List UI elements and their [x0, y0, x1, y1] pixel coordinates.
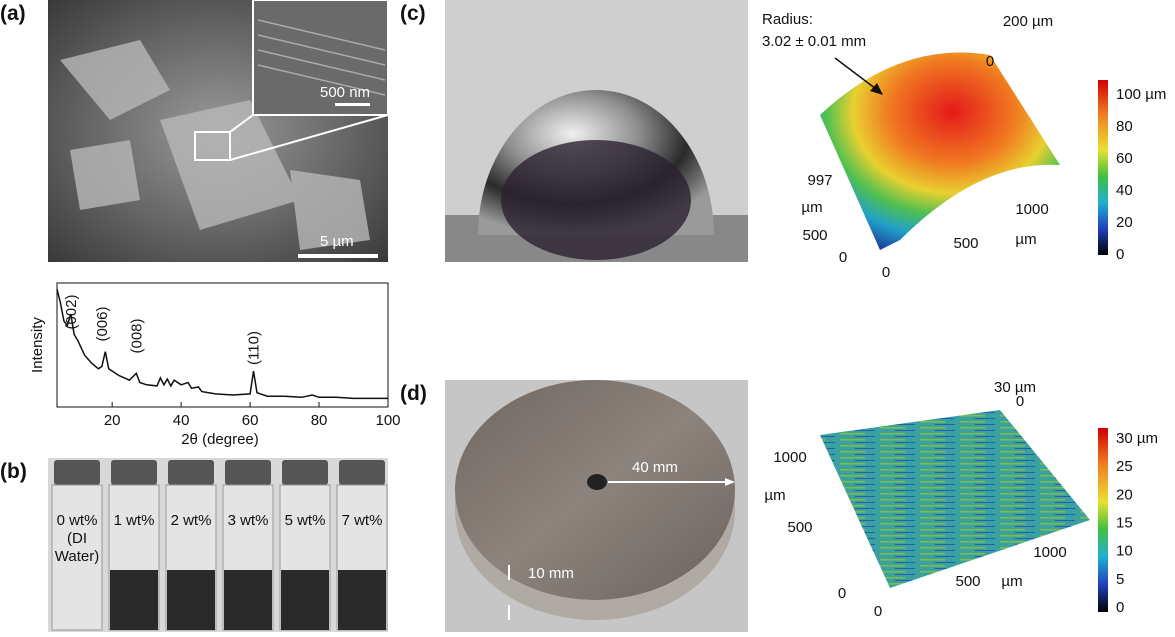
x-tick-label: 20: [104, 412, 121, 429]
colorbar-label: 100 µm: [1116, 86, 1166, 103]
x-tick-label: 100: [375, 412, 400, 429]
colorbar-label: 25: [1116, 458, 1133, 475]
figure: (a) (b) (c) (d) 500 nm 5 µm 20406080100(…: [0, 0, 1175, 632]
liquid: [224, 570, 272, 630]
disc: [455, 380, 735, 600]
x-tick-label: 80: [311, 412, 328, 429]
colorbar-label: 80: [1116, 118, 1133, 135]
x-axis-label: 2θ (degree): [181, 431, 259, 448]
colorbar-label: 5: [1116, 571, 1124, 588]
colorbar-label: 15: [1116, 515, 1133, 532]
vial-cap: [339, 460, 385, 485]
peak-label: (008): [128, 318, 145, 353]
panel-label: (c): [400, 2, 426, 25]
vial-cap: [168, 460, 214, 485]
axis-label: 1000: [773, 449, 806, 466]
peak-label: (110): [246, 331, 263, 365]
annotation: 3.02 ± 0.01 mm: [762, 33, 866, 50]
y-axis-label: Intensity: [29, 317, 46, 373]
vial-label: 1 wt%: [114, 512, 155, 529]
vial-cap: [282, 460, 328, 485]
colorbar-label: 10: [1116, 543, 1133, 560]
vial-label: 0 wt%: [57, 512, 98, 529]
axis-label: 0: [1016, 393, 1024, 410]
reflection: [501, 140, 691, 260]
axis-label: µm: [801, 199, 822, 216]
colorbar-label: 0: [1116, 246, 1124, 263]
axis-label: 0: [839, 249, 847, 266]
scale-bar: [335, 103, 370, 106]
colorbar-label: 20: [1116, 486, 1133, 503]
vial-label: 3 wt%: [228, 512, 269, 529]
colorbar: [1098, 80, 1108, 255]
vial-label: (DI: [67, 530, 87, 547]
annotation: Radius:: [762, 11, 813, 28]
peak-label: (002): [63, 294, 80, 329]
axis-label: 1000: [1033, 544, 1066, 561]
axis-label: 0: [838, 585, 846, 602]
axis-label: 0: [882, 264, 890, 281]
panel-label: (b): [0, 460, 27, 483]
vial-cap: [225, 460, 271, 485]
axis-label: 997: [807, 172, 832, 189]
colorbar-label: 20: [1116, 214, 1133, 231]
liquid: [338, 570, 386, 630]
scale-label: 500 nm: [320, 84, 370, 101]
vial-label: Water): [55, 548, 99, 565]
xrd-chart: 20 40 60 80 100 (002) (006) (008) (110): [57, 283, 401, 429]
scale-label: 5 µm: [320, 233, 354, 250]
colorbar-label: 60: [1116, 150, 1133, 167]
colorbar-labels: 30 µm 25 20 15 10 5 0: [1116, 430, 1158, 616]
colorbar-label: 30 µm: [1116, 430, 1158, 447]
colorbar-label: 40: [1116, 182, 1133, 199]
liquid: [167, 570, 215, 630]
x-tick-label: 60: [242, 412, 259, 429]
colorbar-label: 0: [1116, 599, 1124, 616]
vial-label: 2 wt%: [171, 512, 212, 529]
dimension-label: 10 mm: [528, 565, 574, 582]
axis-label: 0: [986, 53, 994, 70]
axis-label: µm: [1015, 231, 1036, 248]
axis-label: µm: [1001, 573, 1022, 590]
surface-map: [820, 53, 1060, 251]
peak-label: (006): [94, 306, 111, 341]
plot-frame: [57, 283, 388, 407]
axis-label: 500: [787, 519, 812, 536]
disc-hole: [587, 474, 607, 490]
x-tick-label: 40: [173, 412, 190, 429]
liquid: [281, 570, 329, 630]
axis-label: 500: [955, 573, 980, 590]
axis-label: 0: [874, 603, 882, 620]
colorbar: [1098, 428, 1108, 612]
axis-label: 500: [802, 227, 827, 244]
axis-label: µm: [764, 487, 785, 504]
vial-label: 7 wt%: [342, 512, 383, 529]
liquid: [110, 570, 158, 630]
xrd-line: [57, 289, 388, 398]
panel-label: (d): [400, 382, 427, 405]
axis-label: 200 µm: [1003, 13, 1053, 30]
vial-label: 5 wt%: [285, 512, 326, 529]
vial-cap: [54, 460, 100, 485]
roughness-map: [820, 410, 1090, 588]
axis-label: 1000: [1015, 201, 1048, 218]
dimension-label: 40 mm: [632, 459, 678, 476]
axis-label: 500: [953, 235, 978, 252]
colorbar-labels: 100 µm 80 60 40 20 0: [1116, 86, 1166, 263]
scale-bar: [298, 254, 378, 258]
vial-cap: [111, 460, 157, 485]
panel-label: (a): [0, 2, 26, 25]
